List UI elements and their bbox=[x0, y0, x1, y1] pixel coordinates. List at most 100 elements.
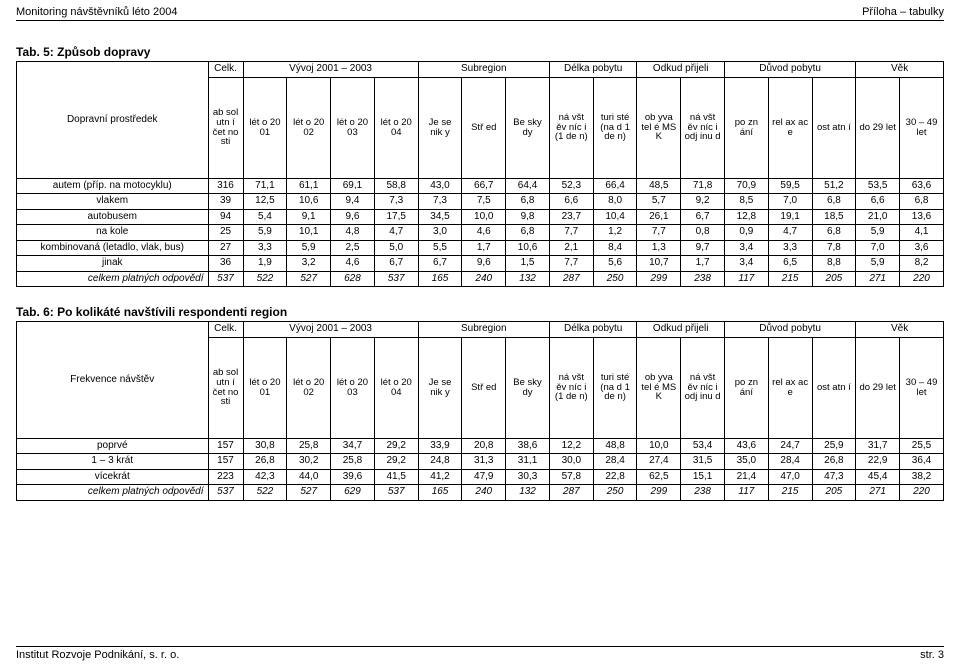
page-footer: Institut Rozvoje Podnikání, s. r. o. str… bbox=[16, 646, 944, 661]
data-cell: 1,3 bbox=[637, 240, 681, 256]
data-cell: 10,0 bbox=[637, 438, 681, 454]
data-cell: 23,7 bbox=[549, 209, 593, 225]
total-cell: 240 bbox=[462, 271, 506, 287]
column-header: ná všt ěv níc i odj inu d bbox=[681, 337, 725, 438]
column-header: lét o 20 02 bbox=[287, 77, 331, 178]
row-label: vícekrát bbox=[17, 469, 209, 485]
data-cell: 9,1 bbox=[287, 209, 331, 225]
data-cell: 31,1 bbox=[506, 454, 550, 470]
data-cell: 6,6 bbox=[856, 194, 900, 210]
data-cell: 38,2 bbox=[900, 469, 944, 485]
data-cell: 3,2 bbox=[287, 256, 331, 272]
data-cell: 66,7 bbox=[462, 178, 506, 194]
header-left: Monitoring návštěvníků léto 2004 bbox=[16, 6, 177, 18]
data-cell: 26,1 bbox=[637, 209, 681, 225]
total-cell: 240 bbox=[462, 485, 506, 501]
data-cell: 24,8 bbox=[418, 454, 462, 470]
data-cell: 26,8 bbox=[243, 454, 287, 470]
data-cell: 6,8 bbox=[812, 225, 856, 241]
data-cell: 51,2 bbox=[812, 178, 856, 194]
data-cell: 10,6 bbox=[506, 240, 550, 256]
data-cell: 8,5 bbox=[724, 194, 768, 210]
column-header: turi sté (na d 1 de n) bbox=[593, 337, 637, 438]
grp-vek: Věk bbox=[856, 322, 944, 338]
data-cell: 10,7 bbox=[637, 256, 681, 272]
data-cell: 22,9 bbox=[856, 454, 900, 470]
data-cell: 2,5 bbox=[331, 240, 375, 256]
data-cell: 34,5 bbox=[418, 209, 462, 225]
data-cell: 57,8 bbox=[549, 469, 593, 485]
data-cell: 53,5 bbox=[856, 178, 900, 194]
column-header: lét o 20 01 bbox=[243, 77, 287, 178]
data-cell: 71,1 bbox=[243, 178, 287, 194]
data-cell: 9,4 bbox=[331, 194, 375, 210]
data-cell: 94 bbox=[208, 209, 243, 225]
data-cell: 7,0 bbox=[856, 240, 900, 256]
column-header: Je se nik y bbox=[418, 337, 462, 438]
data-cell: 5,9 bbox=[243, 225, 287, 241]
total-cell: 250 bbox=[593, 271, 637, 287]
data-cell: 157 bbox=[208, 454, 243, 470]
data-cell: 62,5 bbox=[637, 469, 681, 485]
row-label: autem (příp. na motocyklu) bbox=[17, 178, 209, 194]
data-cell: 10,4 bbox=[593, 209, 637, 225]
data-cell: 6,8 bbox=[506, 225, 550, 241]
data-cell: 36 bbox=[208, 256, 243, 272]
table-total-row: celkem platných odpovědí5375225276295371… bbox=[17, 485, 944, 501]
data-cell: 41,5 bbox=[374, 469, 418, 485]
total-row-label: celkem platných odpovědí bbox=[17, 271, 209, 287]
data-cell: 18,5 bbox=[812, 209, 856, 225]
data-cell: 35,0 bbox=[724, 454, 768, 470]
column-header: do 29 let bbox=[856, 77, 900, 178]
data-cell: 3,3 bbox=[243, 240, 287, 256]
column-header: rel ax ac e bbox=[768, 77, 812, 178]
data-cell: 53,4 bbox=[681, 438, 725, 454]
grp-subregion: Subregion bbox=[418, 62, 549, 78]
data-cell: 7,8 bbox=[812, 240, 856, 256]
total-cell: 537 bbox=[374, 485, 418, 501]
data-cell: 69,1 bbox=[331, 178, 375, 194]
data-cell: 36,4 bbox=[900, 454, 944, 470]
table-total-row: celkem platných odpovědí5375225276285371… bbox=[17, 271, 944, 287]
data-cell: 157 bbox=[208, 438, 243, 454]
data-cell: 20,8 bbox=[462, 438, 506, 454]
column-header: ná všt ěv níc i odj inu d bbox=[681, 77, 725, 178]
data-cell: 24,7 bbox=[768, 438, 812, 454]
data-cell: 25,5 bbox=[900, 438, 944, 454]
data-cell: 8,0 bbox=[593, 194, 637, 210]
table5-title: Tab. 5: Způsob dopravy bbox=[16, 45, 944, 59]
table5-corner: Dopravní prostředek bbox=[17, 62, 209, 179]
table6-corner: Frekvence návštěv bbox=[17, 322, 209, 439]
data-cell: 9,6 bbox=[331, 209, 375, 225]
data-cell: 223 bbox=[208, 469, 243, 485]
data-cell: 0,9 bbox=[724, 225, 768, 241]
row-label: 1 – 3 krát bbox=[17, 454, 209, 470]
data-cell: 316 bbox=[208, 178, 243, 194]
data-cell: 25 bbox=[208, 225, 243, 241]
data-cell: 3,3 bbox=[768, 240, 812, 256]
data-cell: 7,0 bbox=[768, 194, 812, 210]
table6-group-header-row: Frekvence návštěv Celk. Vývoj 2001 – 200… bbox=[17, 322, 944, 338]
data-cell: 8,2 bbox=[900, 256, 944, 272]
data-cell: 25,9 bbox=[812, 438, 856, 454]
table5: Dopravní prostředek Celk. Vývoj 2001 – 2… bbox=[16, 61, 944, 287]
data-cell: 43,0 bbox=[418, 178, 462, 194]
column-header: lét o 20 04 bbox=[374, 77, 418, 178]
data-cell: 7,7 bbox=[549, 256, 593, 272]
data-cell: 7,7 bbox=[549, 225, 593, 241]
data-cell: 7,3 bbox=[418, 194, 462, 210]
column-header: Je se nik y bbox=[418, 77, 462, 178]
data-cell: 3,0 bbox=[418, 225, 462, 241]
total-cell: 165 bbox=[418, 271, 462, 287]
data-cell: 6,8 bbox=[506, 194, 550, 210]
data-cell: 52,3 bbox=[549, 178, 593, 194]
column-header: ost atn í bbox=[812, 337, 856, 438]
table-row: kombinovaná (letadlo, vlak, bus)273,35,9… bbox=[17, 240, 944, 256]
data-cell: 31,5 bbox=[681, 454, 725, 470]
total-cell: 205 bbox=[812, 271, 856, 287]
column-header: lét o 20 04 bbox=[374, 337, 418, 438]
data-cell: 5,7 bbox=[637, 194, 681, 210]
data-cell: 8,4 bbox=[593, 240, 637, 256]
column-header: po zn ání bbox=[724, 77, 768, 178]
total-cell: 522 bbox=[243, 485, 287, 501]
